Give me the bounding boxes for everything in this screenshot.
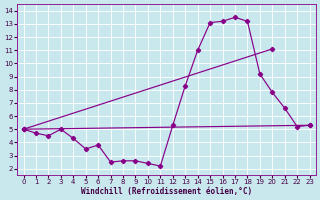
X-axis label: Windchill (Refroidissement éolien,°C): Windchill (Refroidissement éolien,°C) xyxy=(81,187,252,196)
